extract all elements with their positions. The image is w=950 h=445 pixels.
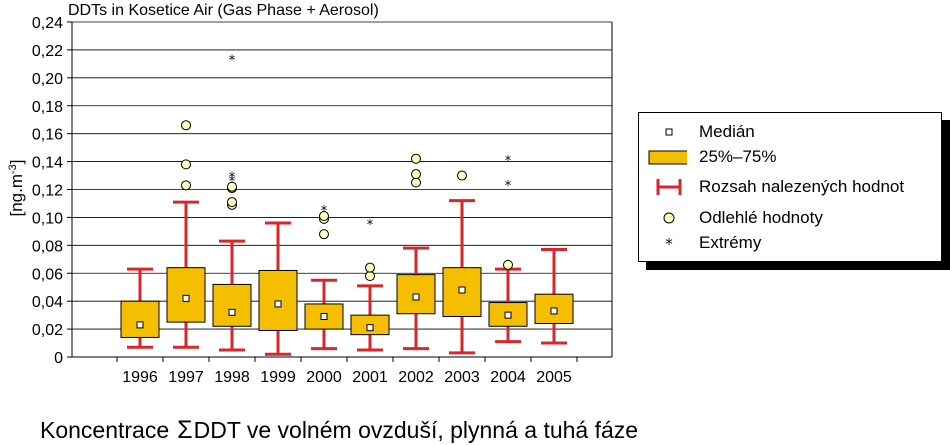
- extreme-point: *: [505, 179, 512, 194]
- sigma-symbol: Σ: [177, 416, 193, 444]
- iqr-box: [120, 300, 160, 338]
- box-1999: [258, 221, 298, 356]
- outlier-point: [227, 181, 237, 192]
- y-tick-labels: 0 0,02 0,04 0,06 0,08 0,10 0,12 0,14 0,16 0,18 0,2…: [32, 15, 63, 367]
- y-tick-label: 0,14: [32, 155, 63, 172]
- box-2005: [534, 248, 574, 345]
- median-marker: [458, 286, 466, 294]
- outlier-point: [365, 262, 375, 273]
- figure-caption: Koncentrace ΣDDT ve volném ovzduší, plynn…: [40, 416, 638, 445]
- outlier-point: [319, 229, 329, 240]
- outlier-point: [411, 169, 421, 180]
- y-tick-label: 0,12: [32, 183, 63, 200]
- x-tick-label: 2000: [306, 369, 342, 386]
- x-tick-label: 2003: [444, 369, 480, 386]
- caption-prefix: Koncentrace: [40, 417, 170, 443]
- outlier-point: [181, 180, 191, 191]
- median-marker: [504, 311, 512, 319]
- outlier-point: [411, 177, 421, 188]
- grid-lines: [72, 21, 612, 330]
- iqr-box: [212, 283, 252, 327]
- chart-title: DDTs in Kosetice Air (Gas Phase + Aeroso…: [68, 2, 379, 19]
- legend-item-box: 25%–75%: [639, 146, 939, 168]
- outlier-point: [411, 153, 421, 164]
- x-tick-label: 2001: [352, 369, 388, 386]
- median-marker: [136, 321, 144, 329]
- legend-label-extreme: Extrémy: [699, 233, 762, 252]
- y-tick-label: 0,08: [32, 238, 63, 255]
- y-axis-label-sup: -3: [7, 164, 19, 174]
- x-tick-label: 1997: [168, 369, 204, 386]
- box-2003: [442, 170, 482, 355]
- y-axis-label: [ng.m-3]: [7, 159, 26, 216]
- box-2004: **: [488, 154, 528, 344]
- x-tick-label: 1996: [122, 369, 158, 386]
- outlier-point: [319, 211, 329, 222]
- legend-item-extreme: * Extrémy: [639, 232, 939, 254]
- legend-item-outlier: Odlehlé hodnoty: [639, 207, 939, 229]
- outlier-point: [181, 159, 191, 170]
- median-marker: [366, 324, 374, 332]
- y-tick-label: 0,02: [32, 322, 63, 339]
- y-tick-label: 0,06: [32, 266, 63, 283]
- legend-item-median: Medián: [639, 121, 939, 143]
- boxes: *******: [120, 53, 574, 356]
- outlier-point: [457, 170, 467, 181]
- extreme-point: *: [367, 218, 374, 233]
- x-tick-label: 2002: [398, 369, 434, 386]
- box-2000: *: [304, 204, 344, 351]
- outlier-point: [503, 259, 513, 270]
- whisker-symbol-icon: [656, 179, 682, 195]
- extreme-point: *: [229, 175, 236, 190]
- y-tick-label: 0,18: [32, 99, 63, 116]
- y-tick-label: 0,16: [32, 127, 63, 144]
- median-marker: [412, 293, 420, 301]
- median-marker: [228, 308, 236, 316]
- y-tick-label: 0: [54, 350, 63, 367]
- box-2001: *: [350, 218, 390, 352]
- outlier-point: [365, 271, 375, 282]
- x-tick-labels: 1996 1997 1998 1999 2000 2001 2002 2003 2004 2005: [122, 369, 572, 386]
- extreme-point: *: [321, 204, 328, 219]
- outlier-point: [227, 197, 237, 208]
- y-axis-label-main: [ng.m: [7, 174, 26, 217]
- box-1996: [120, 267, 160, 349]
- legend-label-median: Medián: [699, 122, 755, 141]
- legend: Medián 25%–75% Rozsah nalezených hodnot …: [638, 112, 942, 262]
- extreme-point: *: [505, 154, 512, 169]
- axes: [67, 21, 613, 362]
- median-marker: [550, 307, 558, 315]
- y-tick-label: 0,24: [32, 15, 63, 32]
- outlier-symbol-icon: [663, 212, 675, 224]
- y-tick-label: 0,22: [32, 43, 63, 60]
- median-symbol-icon: [665, 128, 673, 136]
- extreme-point: *: [229, 53, 236, 68]
- caption-text: DDT ve volném ovzduší, plynná a tuhá fáz…: [193, 417, 639, 443]
- extreme-point: *: [229, 171, 236, 186]
- outlier-point: [181, 120, 191, 131]
- median-marker: [274, 300, 282, 308]
- box-1998: ***: [212, 53, 252, 352]
- x-tick-label: 1999: [260, 369, 296, 386]
- y-tick-label: 0,10: [32, 210, 63, 227]
- box-symbol-icon: [648, 150, 687, 165]
- y-tick-label: 0,04: [32, 294, 63, 311]
- x-tick-label: 2004: [490, 369, 526, 386]
- x-tick-label: 2005: [536, 369, 572, 386]
- median-marker: [182, 294, 190, 302]
- median-marker: [320, 313, 328, 321]
- svg-text:*: *: [665, 235, 673, 253]
- y-axis-label-end: ]: [7, 159, 26, 164]
- iqr-box: [258, 269, 298, 331]
- legend-label-range: Rozsah nalezených hodnot: [699, 177, 905, 196]
- x-tick-label: 1998: [214, 369, 250, 386]
- extreme-symbol-icon: *: [665, 235, 673, 253]
- legend-label-box: 25%–75%: [699, 147, 777, 166]
- box-1997: [166, 120, 206, 349]
- legend-item-range: Rozsah nalezených hodnot: [639, 176, 939, 198]
- y-tick-label: 0,20: [32, 71, 63, 88]
- legend-label-outlier: Odlehlé hodnoty: [699, 208, 823, 227]
- box-2002: [396, 153, 436, 351]
